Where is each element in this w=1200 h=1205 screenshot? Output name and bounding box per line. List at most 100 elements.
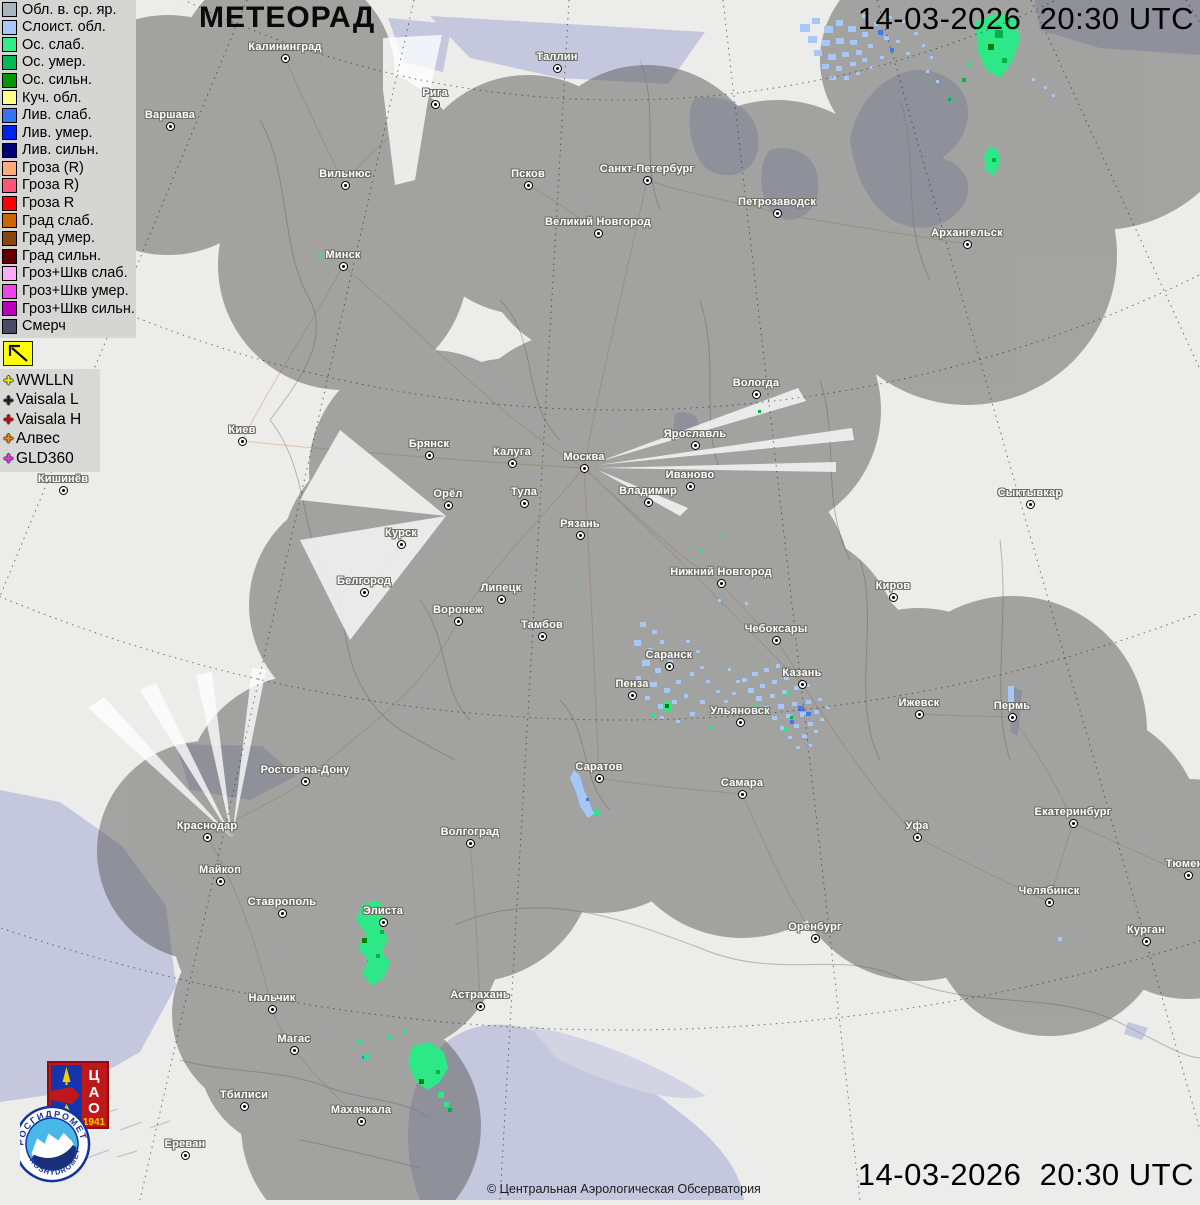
city-dot-icon [1068, 818, 1078, 828]
legend-item: Слоист. обл. [2, 19, 136, 37]
city-label: Нижний Новгород [670, 566, 772, 578]
city-label: Ростов-на-Дону [260, 764, 350, 776]
city-dot-icon [496, 594, 506, 604]
legend-color-swatch [2, 283, 17, 299]
city-dot-icon [523, 180, 533, 190]
legend-label: Гроз+Шкв сильн. [22, 300, 135, 317]
legend-label: Смерч [22, 318, 66, 335]
city-label: Рязань [560, 518, 600, 530]
city-label: Санкт-Петербург [599, 163, 695, 175]
lightning-cross-icon: + [3, 448, 14, 468]
legend-color-swatch [2, 213, 17, 229]
city-dot-icon [575, 530, 585, 540]
logo-graphic: Ц А О 1941 РОСГИДРОМЕТ ROSHYDROMET [9, 1061, 109, 1183]
legend-item: Град сильн. [2, 247, 136, 265]
city-label: Тула [510, 486, 538, 498]
legend-item: Куч. обл. [2, 89, 136, 107]
legend-label: Гроз+Шкв слаб. [22, 265, 128, 282]
city-label: Волгоград [440, 826, 500, 838]
legend-item: Ос. умер. [2, 54, 136, 72]
city-label: Брянск [408, 438, 450, 450]
city-label: Москва [563, 451, 605, 463]
lightning-source-item: + GLD360 [1, 449, 100, 468]
city-dot-icon [356, 1116, 366, 1126]
lightning-sources-legend: + WWLLN + Vaisala L + Vaisala H + Алвес + GLD360 [0, 369, 100, 472]
legend-item: Лив. умер. [2, 124, 136, 142]
city-dot-icon [359, 587, 369, 597]
legend-color-swatch [2, 19, 17, 35]
city-label: Псков [511, 168, 545, 180]
legend-color-swatch [2, 2, 17, 18]
city-dot-icon [962, 239, 972, 249]
legend-label: Гроза R) [22, 177, 80, 194]
precip-rain-heavy [362, 44, 994, 1084]
lightning-source-label: WWLLN [16, 371, 74, 389]
legend-color-swatch [2, 178, 17, 194]
city-label: Вологда [732, 377, 780, 389]
city-label: Ярославль [663, 428, 727, 440]
city-dot-icon [280, 53, 290, 63]
city-dot-icon [1007, 712, 1017, 722]
legend-label: Лив. сильн. [22, 142, 99, 159]
city-dot-icon [237, 436, 247, 446]
legend-label: Слоист. обл. [22, 19, 106, 36]
city-label: Калуга [493, 446, 531, 458]
legend-item: Гроз+Шкв сильн. [2, 300, 136, 318]
city-dot-icon [507, 458, 517, 468]
legend-item: Ос. сильн. [2, 71, 136, 89]
city-dot-icon [735, 717, 745, 727]
cao-year: 1941 [83, 1117, 106, 1128]
city-label: Ижевск [898, 697, 940, 709]
city-label: Калининград [248, 41, 322, 53]
lightning-source-item: + Vaisala H [1, 410, 100, 429]
city-dot-icon [443, 500, 453, 510]
city-dot-icon [797, 679, 807, 689]
city-dot-icon [338, 261, 348, 271]
city-dot-icon [1044, 897, 1054, 907]
legend-item: Лив. слаб. [2, 107, 136, 125]
precip-rain-moderate [376, 30, 1007, 1112]
city-label: Махачкала [330, 1104, 392, 1116]
city-dot-icon [378, 917, 388, 927]
city-label: Тбилиси [219, 1089, 269, 1101]
city-label: Таллин [536, 51, 578, 63]
legend-label: Гроза R [22, 195, 75, 212]
city-dot-icon [424, 450, 434, 460]
city-dot-icon [475, 1001, 485, 1011]
legend-color-swatch [2, 72, 17, 88]
city-label: Краснодар [176, 820, 238, 832]
city-dot-icon [552, 63, 562, 73]
city-dot-icon [685, 481, 695, 491]
city-label: Киров [875, 580, 911, 592]
lightning-cross-icon: + [3, 371, 14, 391]
lightning-source-label: Vaisala L [16, 391, 79, 409]
legend-color-swatch [2, 248, 17, 264]
city-dot-icon [579, 463, 589, 473]
city-dot-icon [340, 180, 350, 190]
city-dot-icon [300, 776, 310, 786]
city-dot-icon [267, 1004, 277, 1014]
lightning-cross-icon: + [3, 390, 14, 410]
city-label: Минск [325, 249, 361, 261]
city-label: Саратов [575, 761, 623, 773]
city-dot-icon [771, 635, 781, 645]
legend-label: Куч. обл. [22, 89, 82, 106]
city-dot-icon [690, 440, 700, 450]
city-dot-icon [58, 485, 68, 495]
city-label: Екатеринбург [1034, 806, 1112, 818]
city-dot-icon [642, 175, 652, 185]
tornado-symbol [3, 341, 33, 366]
tornado-arrow-icon [8, 344, 28, 362]
city-dot-icon [180, 1150, 190, 1160]
city-dot-icon [465, 838, 475, 848]
city-label: Воронеж [433, 604, 483, 616]
legend-color-swatch [2, 125, 17, 141]
legend-item: Лив. сильн. [2, 142, 136, 160]
city-label: Варшава [144, 109, 196, 121]
lightning-source-item: + Vaisala L [1, 390, 100, 409]
city-dot-icon [716, 578, 726, 588]
city-label: Саранск [645, 649, 693, 661]
city-label: Иваново [665, 469, 715, 481]
legend-item: Гроз+Шкв слаб. [2, 265, 136, 283]
